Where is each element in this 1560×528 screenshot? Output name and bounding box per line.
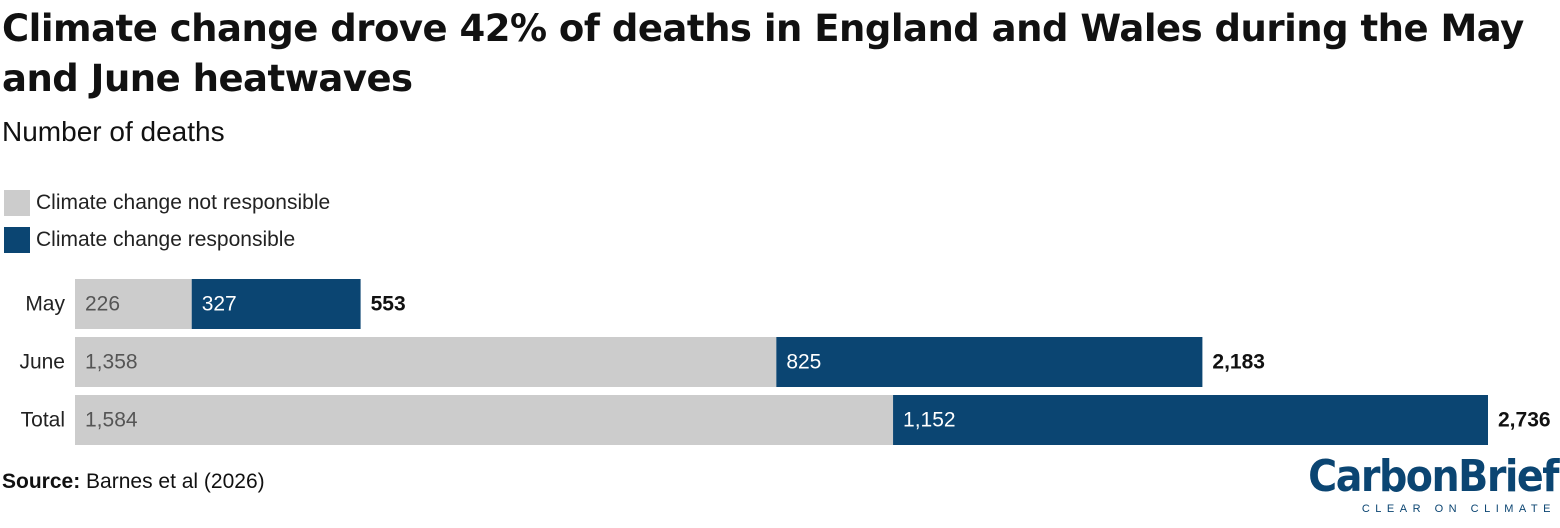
bar-label-total-responsible: 1,152 xyxy=(903,409,956,432)
total-label-june: 2,183 xyxy=(1212,351,1265,374)
legend-swatch-responsible xyxy=(4,227,30,253)
bar-label-may-responsible: 327 xyxy=(202,293,237,316)
legend-label-responsible: Climate change responsible xyxy=(36,228,296,251)
chart-title: Climate change drove 42% of deaths in En… xyxy=(2,7,1524,100)
bar-total-not-responsible xyxy=(75,395,894,445)
logo-word-carbon: Carbon xyxy=(1308,451,1460,502)
bar-may-responsible xyxy=(191,279,361,329)
carbonbrief-logo: CarbonBrief CLEAR ON CLIMATE xyxy=(1308,451,1559,516)
total-label-may: 553 xyxy=(371,293,406,316)
legend-swatch-not-responsible xyxy=(4,190,30,216)
bar-chart-svg: May 226 327 553 June 1,358 825 2,183 Total 1,584 1… xyxy=(19,279,1551,445)
source-text: Barnes et al (2026) xyxy=(86,470,265,493)
legend: Climate change not responsible Climate c… xyxy=(4,188,330,262)
bar-total-responsible xyxy=(893,395,1488,445)
bar-label-june-responsible: 825 xyxy=(786,351,821,374)
category-label-june: June xyxy=(19,351,65,374)
source-label: Source: xyxy=(2,470,81,493)
legend-item-not-responsible: Climate change not responsible xyxy=(4,188,330,218)
category-label-total: Total xyxy=(21,409,65,432)
logo-tagline: CLEAR ON CLIMATE xyxy=(1361,503,1556,515)
bar-june-not-responsible xyxy=(75,337,777,387)
legend-item-responsible: Climate change responsible xyxy=(4,225,330,255)
logo-word-brief: Brief xyxy=(1458,451,1559,502)
bar-label-may-not-responsible: 226 xyxy=(85,293,120,316)
bar-chart: May 226 327 553 June 1,358 825 2,183 Total 1,584 1… xyxy=(0,270,1560,460)
legend-label-not-responsible: Climate change not responsible xyxy=(36,191,331,214)
total-label-total: 2,736 xyxy=(1498,409,1551,432)
bar-label-june-not-responsible: 1,358 xyxy=(85,351,138,374)
bar-label-total-not-responsible: 1,584 xyxy=(85,409,138,432)
category-label-may: May xyxy=(25,293,65,316)
logo-wordmark: CarbonBrief xyxy=(1308,451,1559,502)
chart-subtitle: Number of deaths xyxy=(2,116,225,147)
source-note: Source: Barnes et al (2026) xyxy=(2,470,265,494)
bar-may-not-responsible xyxy=(75,279,192,329)
bar-june-responsible xyxy=(776,337,1203,387)
